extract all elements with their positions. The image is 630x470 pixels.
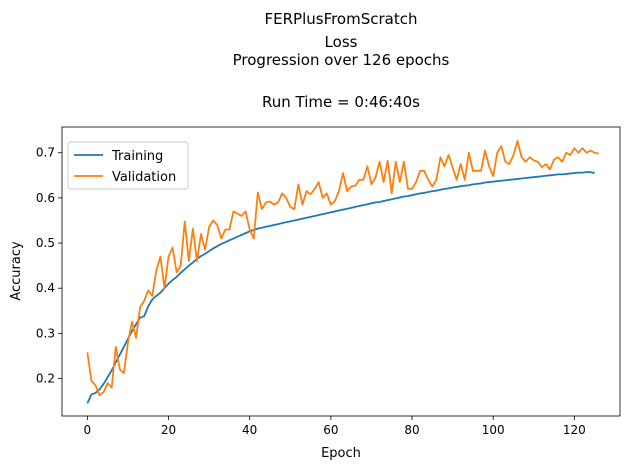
series-line-training [86,171,595,404]
plot-frame [61,126,621,417]
legend-label-training: Training [111,149,163,164]
series-line-validation [86,140,599,397]
x-tick-label: 40 [242,423,257,437]
x-tick-label: 80 [404,423,419,437]
legend-box [67,141,189,190]
y-tick-label: 0.4 [36,281,55,295]
x-axis-label: Epoch [321,446,361,461]
y-tick-label: 0.3 [36,326,55,340]
x-tick-label: 20 [161,423,176,437]
plot-lines [86,140,599,404]
x-tick-label: 0 [84,423,92,437]
legend-label-validation: Validation [112,170,176,185]
y-axis-label: Accuracy [9,241,24,301]
title-line-1: FERPlusFromScratch [265,10,418,28]
x-tick-label: 120 [563,423,586,437]
y-tick-label: 0.6 [36,191,55,205]
chart-title: FERPlusFromScratch Loss Progression over… [233,10,450,111]
y-axis-ticks: 0.2 0.3 0.4 0.5 0.6 0.7 [36,146,62,386]
y-tick-label: 0.2 [36,372,55,386]
title-line-3: Progression over 126 epochs [233,51,450,69]
y-tick-label: 0.5 [36,236,55,250]
x-tick-label: 100 [482,423,505,437]
legend: Training Validation [67,141,189,190]
y-tick-label: 0.7 [36,146,55,160]
title-line-5: Run Time = 0:46:40s [262,93,420,111]
x-tick-label: 60 [323,423,338,437]
title-line-2: Loss [325,33,358,51]
x-axis-ticks: 0 20 40 60 80 100 120 [84,416,586,437]
